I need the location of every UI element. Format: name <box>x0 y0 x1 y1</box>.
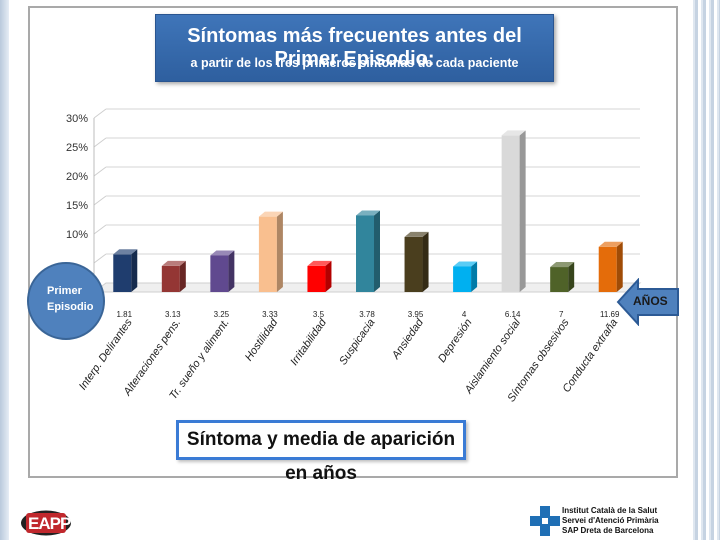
y-tick-label: 15% <box>66 200 88 212</box>
year-labels: 1.81 3.13 3.25 3.33 3.5 3.78 3.95 4 6.14 7 11.69 <box>116 310 620 319</box>
bar-side <box>616 241 623 292</box>
bar <box>113 249 138 292</box>
gridline-side <box>93 224 107 235</box>
gridline-side <box>93 108 107 119</box>
bar-front <box>598 246 617 292</box>
ics-cross-logo-icon <box>530 506 560 536</box>
bar-top <box>404 231 429 237</box>
chart-subtitle: a partir de los tres primeros síntomas d… <box>190 56 519 70</box>
year-label: 3.5 <box>313 310 325 319</box>
bar-top <box>113 249 138 255</box>
bar-front <box>307 265 326 292</box>
bar-top <box>307 260 332 266</box>
y-tick-label: 20% <box>66 171 88 183</box>
gridline-side <box>93 253 107 264</box>
category-label: Suspicacia <box>337 317 377 367</box>
category-label: Irritabilidad <box>288 316 329 368</box>
chart-title: Síntomas más frecuentes antes del Primer… <box>187 25 522 70</box>
chart-title-box: Síntomas más frecuentes antes del Primer… <box>155 14 554 82</box>
bar-side <box>471 261 478 292</box>
first-episode-circle: Primer Episodio <box>27 262 105 340</box>
bar <box>453 261 478 292</box>
bar-top <box>550 262 575 268</box>
category-label: Depresión <box>436 317 475 365</box>
bar-top <box>501 130 526 136</box>
bar-front <box>356 215 374 292</box>
year-label: 3.95 <box>408 310 424 319</box>
bar-front <box>453 266 472 292</box>
bar <box>501 130 526 292</box>
org-line-1: Institut Català de la Salut <box>562 506 658 515</box>
bar-side <box>179 260 186 292</box>
year-label: 1.81 <box>116 310 132 319</box>
bar <box>307 260 332 292</box>
bar <box>161 260 186 292</box>
year-label: 6.14 <box>505 310 521 319</box>
gridline-side <box>93 166 107 177</box>
category-label: Ansiedad <box>389 316 426 362</box>
year-label: 3.78 <box>359 310 375 319</box>
org-line-3: SAP Dreta de Barcelona <box>562 526 654 535</box>
bar-top <box>210 250 235 256</box>
bar-front <box>501 135 520 292</box>
bar <box>550 262 575 292</box>
bar-top <box>356 210 380 216</box>
bar-front <box>210 255 229 292</box>
bottom-caption: Síntoma y media de aparición en años <box>176 420 466 484</box>
gridline-side <box>93 137 107 148</box>
bar <box>356 210 380 292</box>
bar-side <box>325 260 332 292</box>
bar-top <box>453 261 478 267</box>
bar-front <box>161 265 180 292</box>
category-label: Conducta extraña <box>561 317 621 395</box>
bar <box>210 250 235 292</box>
org-line-2: Servei d'Atenció Primària <box>562 516 659 525</box>
y-axis-ticks: 30% 25% 20% 15% 10% <box>66 113 88 241</box>
chart-frame <box>28 6 678 478</box>
year-label: 11.69 <box>600 310 620 319</box>
year-label: 4 <box>462 310 467 319</box>
bar <box>258 211 283 292</box>
bar-side <box>519 130 526 292</box>
bar-top <box>598 241 623 247</box>
first-episode-label-line2: Episodio <box>47 301 94 313</box>
slide-left-border <box>0 0 9 540</box>
years-arrow-label: AÑOS <box>633 294 668 308</box>
year-label: 3.25 <box>214 310 230 319</box>
y-tick-label: 25% <box>66 142 88 154</box>
chart-bars <box>113 130 623 292</box>
bar <box>598 241 623 292</box>
bar-side <box>568 262 575 292</box>
eapp-logo: EAPP <box>20 510 72 536</box>
year-label: 3.33 <box>262 310 278 319</box>
bar-front <box>258 216 277 292</box>
slide-right-border <box>690 0 720 540</box>
year-label: 3.13 <box>165 310 181 319</box>
eapp-logo-text: EAPP <box>28 514 71 533</box>
bar-front <box>404 236 423 292</box>
bar-side <box>276 211 283 292</box>
bar-side <box>131 249 138 292</box>
category-label: Hostilidad <box>243 316 281 363</box>
ics-organization-text: Institut Català de la Salut Servei d'Ate… <box>562 506 659 536</box>
year-label: 7 <box>559 310 564 319</box>
y-tick-label: 30% <box>66 113 88 125</box>
gridline-side <box>93 195 107 206</box>
bar-front <box>550 267 569 292</box>
bar-side <box>422 231 429 292</box>
bar <box>404 231 429 292</box>
years-arrow-icon <box>616 278 679 326</box>
bar-top <box>258 211 283 217</box>
y-tick-label: 10% <box>66 229 88 241</box>
bar-top <box>161 260 186 266</box>
first-episode-label-line1: Primer <box>47 285 82 297</box>
bar-front <box>113 254 132 292</box>
bar-side <box>228 250 235 292</box>
bar-side <box>374 210 380 292</box>
